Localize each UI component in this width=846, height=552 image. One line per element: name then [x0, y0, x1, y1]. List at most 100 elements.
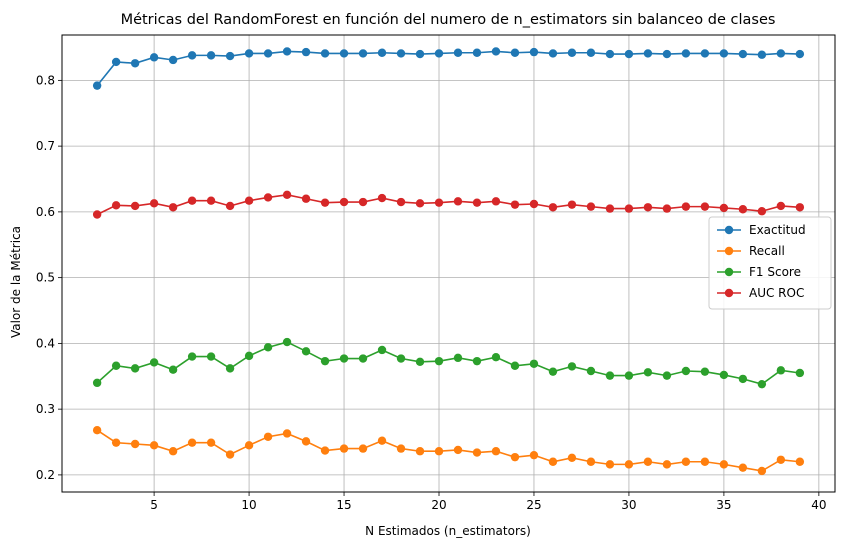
auc-roc-point: [510, 200, 520, 209]
recall-point: [643, 457, 653, 466]
auc-roc-point: [92, 210, 102, 219]
legend-item: AUC ROC: [717, 286, 804, 300]
f1-score-point: [757, 379, 767, 389]
auc-roc-point: [358, 197, 368, 207]
recall-point: [719, 460, 729, 469]
x-tick-label: 15: [336, 498, 351, 512]
exactitud-point: [225, 51, 235, 61]
x-tick-label: 10: [241, 498, 256, 512]
legend-marker: [724, 288, 734, 298]
auc-roc-point: [225, 201, 235, 211]
exactitud-point: [244, 49, 254, 58]
auc-roc-point: [491, 197, 501, 206]
exactitud-point: [320, 49, 330, 58]
f1-score-point: [396, 354, 406, 363]
f1-score-point: [605, 371, 615, 380]
recall-point: [510, 452, 520, 462]
recall-point: [301, 437, 311, 446]
exactitud-point: [130, 59, 140, 68]
auc-roc-point: [111, 201, 121, 210]
legend-box: [708, 216, 832, 310]
f1-score-point: [643, 368, 653, 377]
f1-score-point: [529, 359, 539, 368]
f1-score-point: [263, 343, 273, 352]
legend-marker: [724, 225, 734, 235]
exactitud-point: [757, 50, 767, 59]
axis-ticks: 5 10 15 20 25 30 35 40 0.2 0.3 0.4 0.5 0.6 0.7 0.8: [36, 73, 827, 512]
exactitud-point: [282, 47, 292, 56]
recall-point: [130, 439, 140, 449]
legend: Exactitud Recall F1 Score AUC ROC: [708, 216, 832, 310]
auc-roc-point: [282, 190, 292, 199]
f1-score-point: [776, 366, 786, 375]
recall-point: [358, 444, 368, 453]
auc-roc-point: [548, 203, 558, 212]
exactitud-point: [738, 49, 748, 59]
f1-score-point: [567, 362, 577, 371]
y-tick-label: 0.8: [36, 73, 55, 87]
recall-point: [396, 444, 406, 453]
series-exactitud: [92, 47, 805, 90]
exactitud-point: [662, 49, 672, 59]
recall-point: [434, 447, 444, 456]
x-tick-label: 30: [621, 498, 636, 512]
f1-score-point: [225, 364, 235, 373]
legend-label: Exactitud: [749, 223, 806, 237]
series-f1-score: [92, 337, 805, 389]
auc-roc-point: [681, 202, 691, 211]
x-axis-label: N Estimados (n_estimators): [365, 524, 531, 538]
f1-score-point: [795, 368, 805, 378]
plot-frame: [61, 34, 836, 493]
f1-score-point: [681, 366, 691, 376]
legend-item: F1 Score: [717, 265, 801, 279]
recall-point: [415, 447, 425, 456]
auc-roc-point: [738, 205, 748, 214]
recall-point: [453, 445, 463, 455]
series-lines: [92, 47, 805, 476]
f1-score-point: [244, 351, 254, 361]
recall-point: [244, 441, 254, 450]
chart-title: Métricas del RandomForest en función del…: [121, 12, 776, 28]
recall-point: [282, 429, 292, 438]
exactitud-point: [339, 49, 349, 58]
x-tick-label: 5: [150, 498, 158, 512]
exactitud-point: [586, 48, 596, 57]
exactitud-point: [567, 48, 577, 57]
exactitud-point: [149, 53, 159, 62]
f1-score-point: [168, 365, 178, 374]
recall-point: [662, 460, 672, 469]
exactitud-point: [453, 48, 463, 57]
x-tick-label: 20: [431, 498, 446, 512]
auc-roc-point: [339, 197, 349, 207]
exactitud-point: [415, 49, 425, 59]
y-tick-label: 0.6: [36, 205, 55, 219]
f1-score-point: [510, 361, 520, 370]
auc-roc-point: [586, 202, 596, 211]
exactitud-point: [776, 49, 786, 58]
y-tick-label: 0.2: [36, 468, 55, 482]
recall-point: [586, 457, 596, 466]
f1-score-point: [282, 337, 292, 347]
auc-roc-point: [187, 196, 197, 205]
recall-point: [605, 460, 615, 469]
x-tick-label: 35: [716, 498, 731, 512]
auc-roc-point: [206, 196, 216, 205]
auc-roc-point: [795, 203, 805, 212]
recall-point: [700, 457, 710, 466]
auc-roc-point: [567, 200, 577, 209]
legend-marker: [724, 267, 734, 277]
recall-point: [263, 432, 273, 441]
legend-label: F1 Score: [749, 265, 801, 279]
f1-score-point: [149, 358, 159, 367]
f1-score-point: [187, 352, 197, 361]
y-tick-label: 0.3: [36, 402, 55, 416]
f1-score-point: [130, 364, 140, 373]
recall-point: [681, 457, 691, 466]
recall-point: [92, 425, 102, 435]
exactitud-point: [168, 55, 178, 65]
f1-score-point: [624, 371, 634, 380]
auc-roc-point: [244, 196, 254, 205]
auc-roc-point: [605, 204, 615, 213]
